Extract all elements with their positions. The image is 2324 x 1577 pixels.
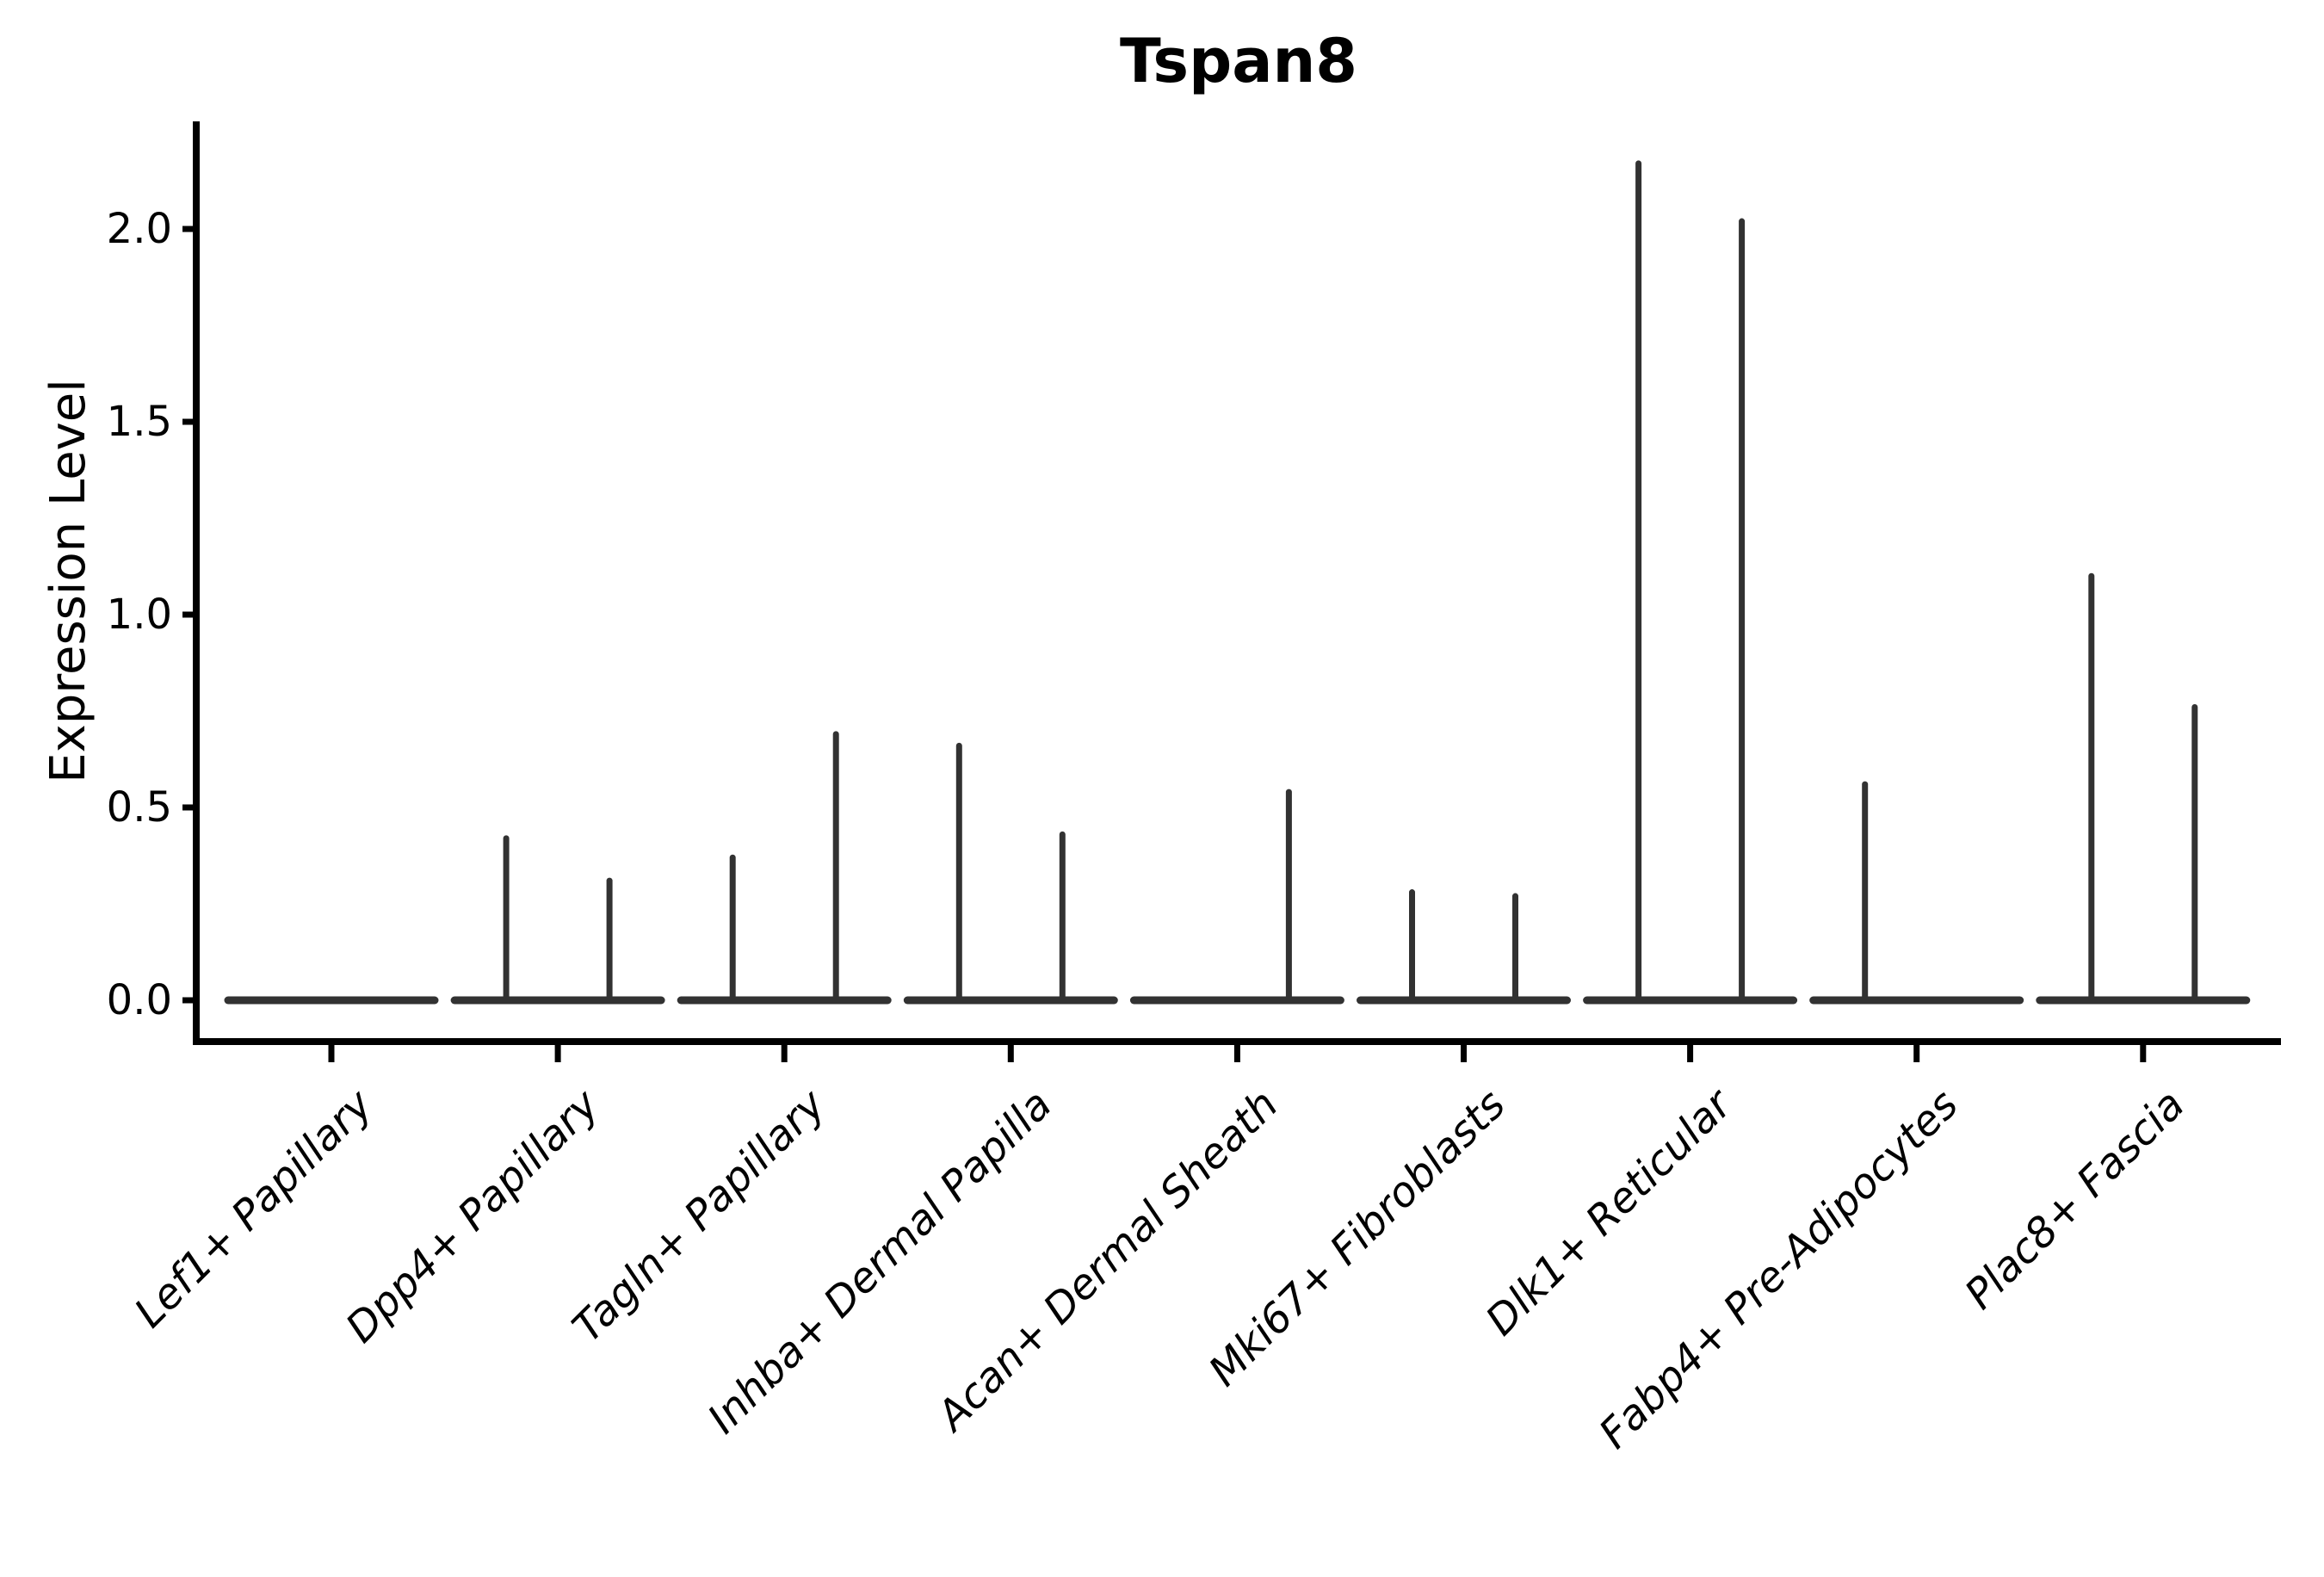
y-tick-label: 1.5: [106, 398, 172, 446]
y-tick-label: 2.0: [106, 205, 172, 253]
axes-spines: [193, 121, 2281, 1045]
y-tick-label: 0.0: [106, 976, 172, 1024]
y-tick-label: 0.5: [106, 783, 172, 832]
y-tick-label: 1.0: [106, 591, 172, 639]
plot-title: Tspan8: [1119, 26, 1357, 96]
